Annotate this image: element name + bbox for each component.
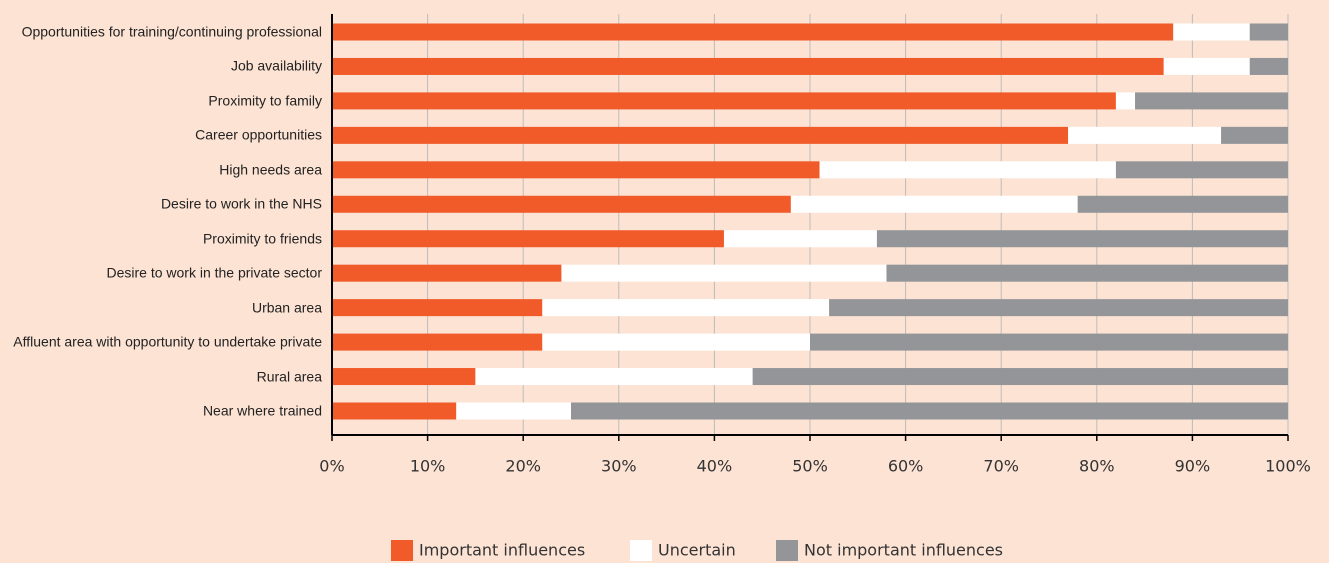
legend-label: Important influences — [419, 541, 585, 560]
bar-segment — [1115, 92, 1136, 110]
bar-segment — [332, 264, 562, 282]
bar-segment — [475, 368, 753, 386]
legend-label: Not important influences — [804, 541, 1003, 560]
bar-segment — [571, 402, 1288, 420]
legend-label: Uncertain — [658, 541, 736, 560]
bar-segment — [332, 23, 1174, 41]
bar-segment — [790, 195, 1078, 213]
bar-segment — [332, 402, 457, 420]
x-tick-label: 70% — [983, 457, 1019, 476]
x-tick-label: 80% — [1079, 457, 1115, 476]
category-label: Affluent area with opportunity to undert… — [13, 333, 322, 350]
x-tick-label: 30% — [601, 457, 637, 476]
category-label: Desire to work in the NHS — [160, 195, 322, 212]
bar-segment — [542, 299, 830, 317]
bar-segment — [332, 368, 476, 386]
bar-segment — [819, 161, 1116, 179]
bar-segment — [723, 230, 877, 248]
bar-segment — [752, 368, 1288, 386]
category-label: Job availability — [230, 57, 322, 74]
category-label: Urban area — [251, 299, 322, 316]
category-label: Rural area — [256, 368, 322, 385]
bar-segment — [1249, 57, 1288, 75]
bar-segment — [332, 161, 820, 179]
category-label: Desire to work in the private sector — [106, 264, 322, 281]
legend-swatch — [391, 540, 413, 561]
x-tick-label: 60% — [888, 457, 924, 476]
category-label: Opportunities for training/continuing pr… — [21, 23, 322, 40]
bar-segment — [332, 126, 1069, 144]
bar-segment — [1163, 57, 1250, 75]
bar-segment — [886, 264, 1288, 282]
bar-segment — [332, 299, 543, 317]
bar-segment — [876, 230, 1288, 248]
x-tick-label: 40% — [697, 457, 733, 476]
category-label: High needs area — [219, 161, 322, 178]
bar-segment — [1115, 161, 1288, 179]
category-label: Near where trained — [202, 402, 322, 419]
bar-segment — [1077, 195, 1288, 213]
bar-segment — [332, 230, 724, 248]
bar-segment — [332, 92, 1116, 110]
category-label: Career opportunities — [195, 126, 322, 143]
x-tick-label: 50% — [792, 457, 828, 476]
bar-segment — [1249, 23, 1288, 41]
x-tick-label: 90% — [1175, 457, 1211, 476]
x-tick-label: 0% — [319, 457, 344, 476]
legend-swatch — [630, 540, 652, 561]
x-tick-label: 20% — [505, 457, 541, 476]
category-label: Proximity to friends — [202, 230, 322, 247]
legend-swatch — [776, 540, 798, 561]
bar-segment — [542, 333, 810, 351]
bar-segment — [1135, 92, 1288, 110]
category-label: Proximity to family — [208, 92, 322, 109]
bar-segment — [1068, 126, 1222, 144]
bar-segment — [829, 299, 1288, 317]
x-tick-label: 10% — [410, 457, 446, 476]
bar-segment — [332, 333, 543, 351]
bar-segment — [456, 402, 571, 420]
bar-segment — [561, 264, 887, 282]
bar-segment — [332, 57, 1164, 75]
x-tick-label: 100% — [1265, 457, 1311, 476]
bar-segment — [1173, 23, 1250, 41]
bar-segment — [810, 333, 1288, 351]
bar-segment — [332, 195, 791, 213]
bar-segment — [1221, 126, 1288, 144]
